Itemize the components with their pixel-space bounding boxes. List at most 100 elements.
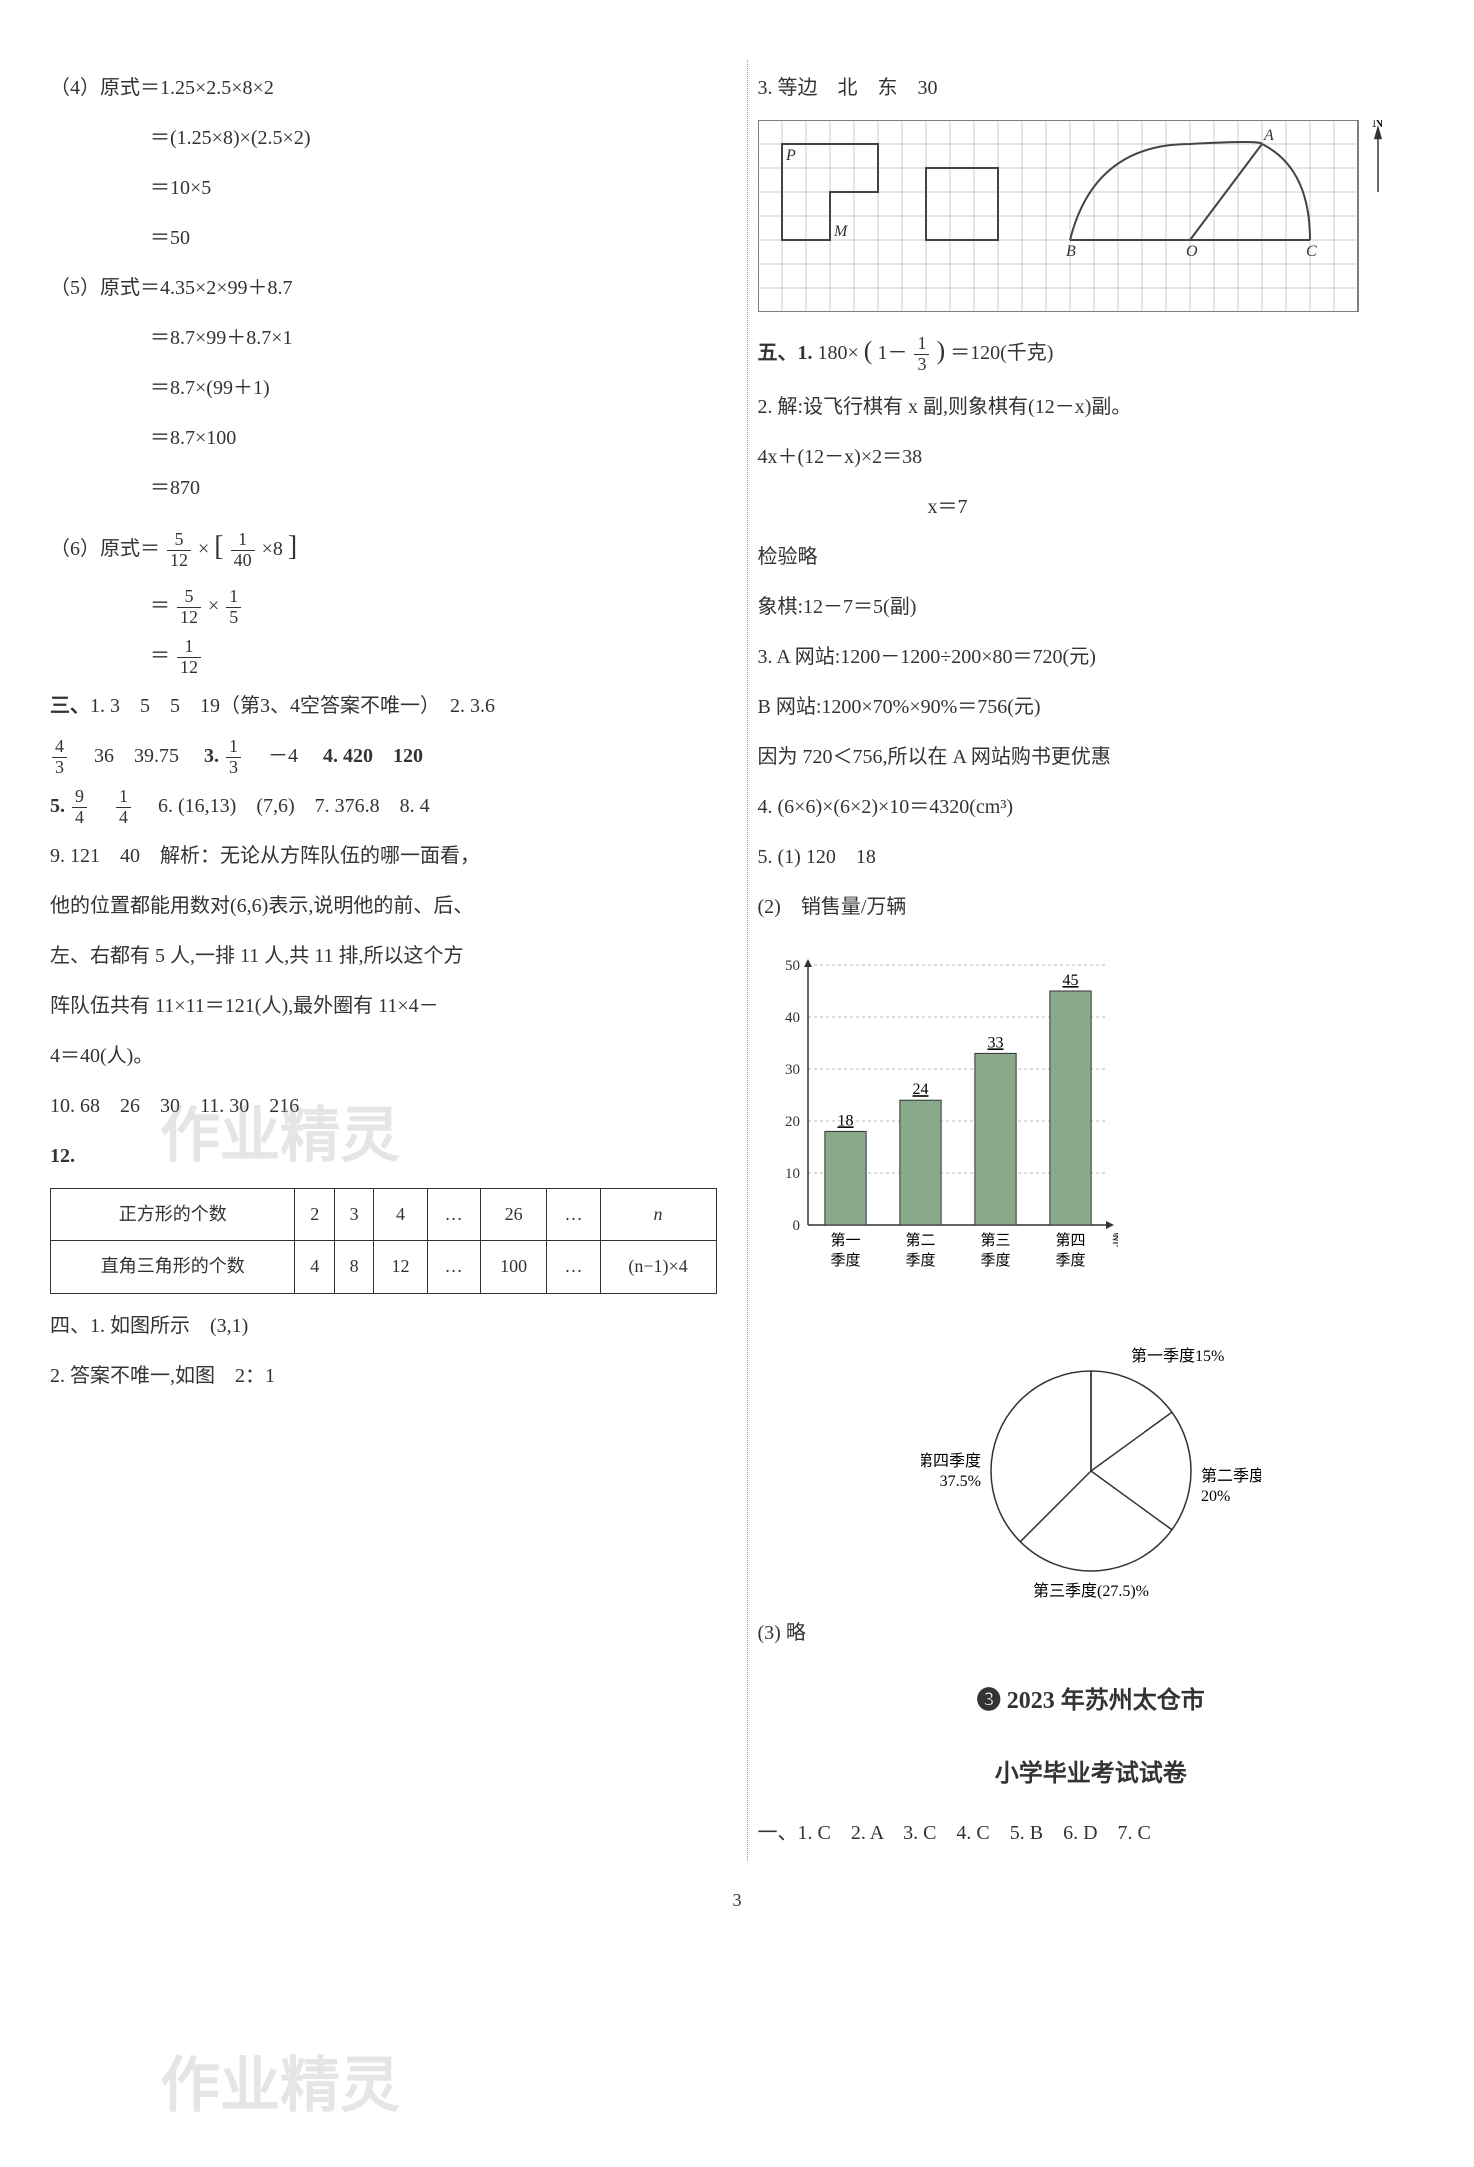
eq4-s3: ＝10×5 <box>50 166 717 210</box>
rbracket: ] <box>288 531 297 562</box>
table-cell: 正方形的个数 <box>51 1188 295 1241</box>
table-cell: 3 <box>334 1188 373 1241</box>
eq5-s2: ＝8.7×99＋8.7×1 <box>50 316 717 360</box>
frac-den: 12 <box>177 608 201 628</box>
frac-num: 1 <box>231 530 255 551</box>
eq6-f3: 512 <box>177 587 201 628</box>
san-l8: 4＝40(人)。 <box>50 1034 717 1078</box>
r-l4: 4. (6×6)×(6×2)×10＝4320(cm³) <box>758 785 1425 829</box>
table-cell: 26 <box>480 1188 547 1241</box>
eq4-s4: ＝50 <box>50 216 717 260</box>
svg-text:37.5%: 37.5% <box>939 1473 980 1490</box>
r-l3: 3. 等边 北 东 30 <box>758 66 1425 110</box>
svg-text:40: 40 <box>785 1010 800 1026</box>
r-l2d: 检验略 <box>758 535 1425 579</box>
qnum: 4. 420 120 <box>323 745 423 767</box>
svg-text:24: 24 <box>912 1081 928 1098</box>
op: ×8 <box>262 538 283 560</box>
r-l5b: (2) 销售量/万辆 <box>758 885 1425 929</box>
r-ans: 一、1. C 2. A 3. C 4. C 5. B 6. D 7. C <box>758 1811 1425 1855</box>
frac: 14 <box>116 787 131 828</box>
eq4-label: （4）原式 <box>50 77 140 99</box>
eq6-f2: 140 <box>231 530 255 571</box>
page-number: 3 <box>40 1881 1434 1921</box>
table-cell: … <box>547 1188 600 1241</box>
san-l6: 左、右都有 5 人,一排 11 人,共 11 排,所以这个方 <box>50 934 717 978</box>
svg-text:季度: 季度 <box>1112 1232 1118 1249</box>
san-l2: 43 36 39.75 3. 13 －4 4. 420 120 <box>50 734 717 778</box>
table-cell: n <box>600 1188 716 1241</box>
table-cell: 2 <box>295 1188 334 1241</box>
svg-text:M: M <box>833 223 849 240</box>
svg-text:季度: 季度 <box>905 1252 935 1269</box>
r-l2: 2. 解:设飞行棋有 x 副,则象棋有(12－x)副。 <box>758 385 1425 429</box>
eq: ＝ <box>150 595 170 617</box>
frac-den: 4 <box>116 808 131 828</box>
frac-den: 12 <box>167 551 191 571</box>
frac-num: 4 <box>52 737 67 758</box>
table-cell: 12 <box>374 1241 427 1294</box>
table-cell: 4 <box>374 1188 427 1241</box>
r-l3a: 3. A 网站:1200－1200÷200×80＝720(元) <box>758 635 1425 679</box>
frac-den: 5 <box>226 608 241 628</box>
eq: ＝ <box>150 645 170 667</box>
svg-text:33: 33 <box>987 1035 1003 1052</box>
section-title-3a: ❸ 2023 年苏州太仓市 <box>758 1675 1425 1728</box>
svg-text:C: C <box>1306 243 1317 260</box>
section-label: 三、 <box>50 695 90 717</box>
table-cell: 8 <box>334 1241 373 1294</box>
r-l2b: 4x＋(12－x)×2＝38 <box>758 435 1425 479</box>
op: × <box>198 538 209 560</box>
wu-frac: 13 <box>914 334 929 375</box>
san-l7: 阵队伍共有 11×11＝121(人),最外圈有 11×4－ <box>50 984 717 1028</box>
frac-num: 1 <box>177 637 201 658</box>
eq5-s3: ＝8.7×(99＋1) <box>50 366 717 410</box>
san-text: 1. 3 5 5 19（第3、4空答案不唯一） 2. 3.6 <box>90 695 495 717</box>
frac: 94 <box>72 787 87 828</box>
table-cell: (n−1)×4 <box>600 1241 716 1294</box>
wu-text: 180× <box>818 342 859 364</box>
page-columns: （4）原式＝1.25×2.5×8×2 ＝(1.25×8)×(2.5×2) ＝10… <box>40 60 1434 1861</box>
eq5-s4: ＝8.7×100 <box>50 416 717 460</box>
grid-svg: PMBOACN <box>758 120 1408 312</box>
svg-text:第三: 第三 <box>980 1231 1010 1249</box>
frac-den: 4 <box>72 808 87 828</box>
r-l5c: (3) 略 <box>758 1611 1425 1655</box>
svg-text:第四: 第四 <box>1055 1231 1085 1249</box>
svg-text:P: P <box>785 147 796 164</box>
eq6-label: （6）原式＝ <box>50 538 160 560</box>
si-l2: 2. 答案不唯一,如图 2：1 <box>50 1354 717 1398</box>
table-cell: 直角三角形的个数 <box>51 1241 295 1294</box>
r-l3c: 因为 720＜756,所以在 A 网站购书更优惠 <box>758 735 1425 779</box>
eq6-f4: 15 <box>226 587 241 628</box>
table-cell: … <box>547 1241 600 1294</box>
frac-num: 9 <box>72 787 87 808</box>
san-l4: 9. 121 40 解析：无论从方阵队伍的哪一面看， <box>50 834 717 878</box>
frac-num: 1 <box>116 787 131 808</box>
bar-chart: 0102030405018第一季度24第二季度33第三季度45第四季度季度 <box>758 945 1118 1285</box>
svg-text:B: B <box>1066 243 1076 260</box>
svg-text:10: 10 <box>785 1166 800 1182</box>
r-l2c: x＝7 <box>758 485 1425 529</box>
frac-num: 1 <box>226 737 241 758</box>
grid-figure: PMBOACN <box>758 120 1425 312</box>
svg-text:30: 30 <box>785 1062 800 1078</box>
watermark: 作业精灵 <box>160 2020 400 2152</box>
svg-text:第一: 第一 <box>830 1231 860 1249</box>
pie-chart: 第一季度15%第二季度20%第三季度(27.5)%第四季度37.5% <box>921 1321 1261 1601</box>
section-title-3b: 小学毕业考试试卷 <box>758 1748 1425 1801</box>
table-q12: 正方形的个数 2 3 4 … 26 … n 直角三角形的个数 4 8 12 … … <box>50 1188 717 1294</box>
wu-text: 1－ <box>877 342 907 364</box>
frac-den: 12 <box>177 658 201 678</box>
lbracket: [ <box>214 531 223 562</box>
eq4-line1: （4）原式＝1.25×2.5×8×2 <box>50 66 717 110</box>
eq4-s1: ＝1.25×2.5×8×2 <box>140 77 274 99</box>
frac-num: 1 <box>226 587 241 608</box>
r-l2e: 象棋:12－7＝5(副) <box>758 585 1425 629</box>
wu-text: ＝120(千克) <box>950 342 1053 364</box>
eq6-f1: 512 <box>167 530 191 571</box>
right-column: 3. 等边 北 东 30 PMBOACN 五、1. 180× ( 1－ 13 )… <box>747 60 1435 1861</box>
frac-den: 40 <box>231 551 255 571</box>
eq5-label: （5）原式 <box>50 277 140 299</box>
section-label: 五、1. <box>758 342 813 364</box>
